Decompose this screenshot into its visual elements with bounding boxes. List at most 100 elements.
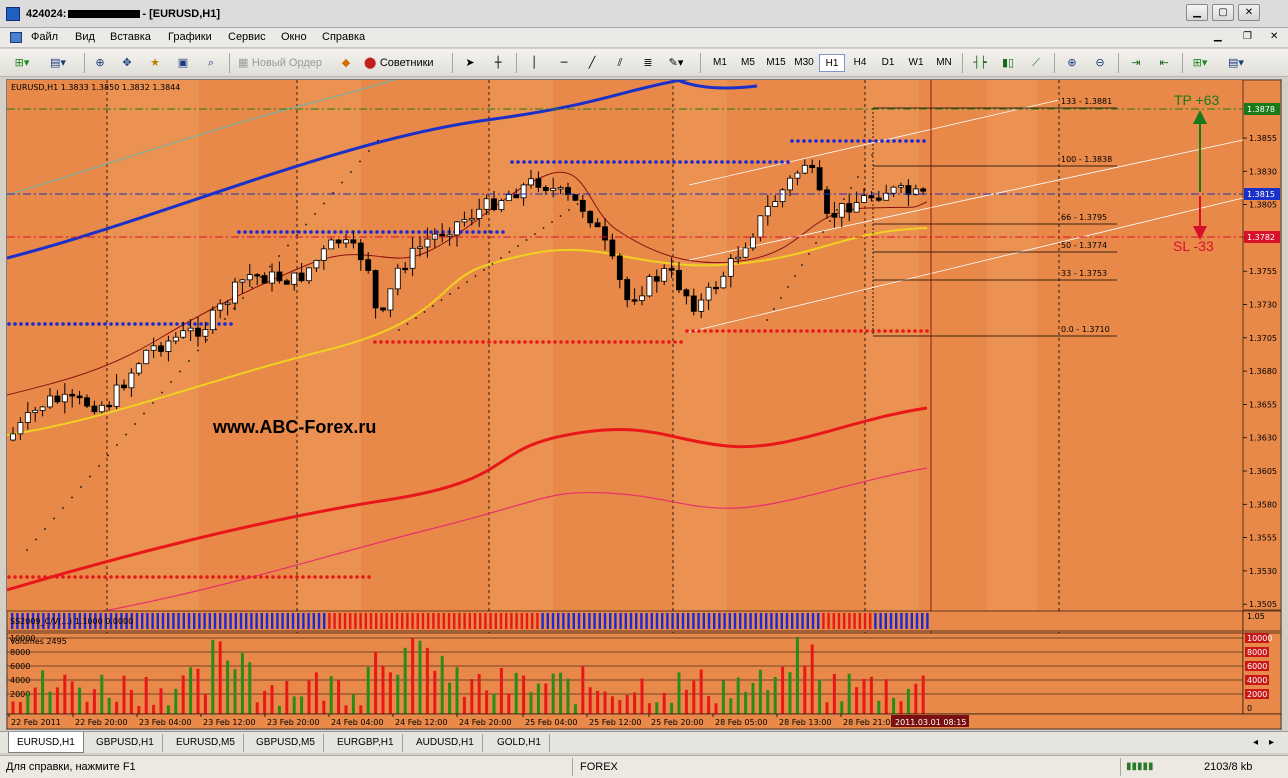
volume-bar <box>366 666 370 714</box>
menu-charts[interactable]: Графики <box>168 31 212 43</box>
support-dots <box>175 575 179 579</box>
line-chart-icon[interactable]: ⟋ <box>1032 56 1040 69</box>
indicator-bar <box>655 613 659 629</box>
tab-audusd-h1[interactable]: AUDUSD,H1 <box>408 734 483 752</box>
resistance-dots <box>750 160 754 164</box>
zoom-in-icon[interactable]: ⊕ <box>1067 56 1077 69</box>
timeframe-m30[interactable]: M30 <box>794 57 814 68</box>
menu-help[interactable]: Справка <box>322 31 366 43</box>
support-dots <box>31 575 35 579</box>
tab-gold-h1[interactable]: GOLD,H1 <box>489 734 550 752</box>
candle-body <box>24 412 31 423</box>
mdi-restore-icon[interactable]: ❐ <box>1243 31 1252 42</box>
timeframe-h4[interactable]: H4 <box>853 57 867 68</box>
chart-window[interactable]: 1.38551.38301.38051.37801.37551.37301.37… <box>6 79 1282 730</box>
chart-window-icon[interactable] <box>10 32 22 43</box>
profiles-icon[interactable]: ▤▾ <box>50 56 66 69</box>
new-chart-icon[interactable]: ⊞▾ <box>14 56 30 69</box>
market-watch-icon[interactable]: ⊕ <box>95 56 105 69</box>
timeframe-w1[interactable]: W1 <box>908 57 924 68</box>
cursor-icon[interactable]: ➤ <box>465 56 475 69</box>
experts-button[interactable]: ⬤ Советники <box>364 53 446 73</box>
mdi-minimize-icon[interactable]: ▁ <box>1214 31 1222 42</box>
candlestick-icon[interactable]: ▮▯ <box>1001 56 1015 69</box>
timeframe-mn[interactable]: MN <box>936 57 952 68</box>
navigator-icon[interactable]: ★ <box>150 56 160 69</box>
timeframe-h1[interactable]: H1 <box>819 54 845 72</box>
candle-body <box>801 164 808 174</box>
menu-insert[interactable]: Вставка <box>110 31 151 43</box>
indicator-bar <box>203 613 206 629</box>
support-dots <box>859 329 863 333</box>
tabs-scroll-right-icon[interactable]: ▸ <box>1269 737 1275 748</box>
indicators-icon[interactable]: ⊞▾ <box>1192 56 1208 69</box>
periodicity-icon[interactable]: ▤▾ <box>1228 56 1244 69</box>
shapes-icon[interactable]: ✎▾ <box>668 56 684 69</box>
tab-eurgbp-h1[interactable]: EURGBP,H1 <box>329 734 403 752</box>
volume-bar <box>566 678 570 714</box>
tab-eurusd-m5[interactable]: EURUSD,M5 <box>168 734 244 752</box>
time-tick-label: 25 Feb 04:00 <box>525 718 577 727</box>
close-button[interactable]: ✕ <box>1238 4 1260 21</box>
maximize-button[interactable]: ▢ <box>1212 4 1234 21</box>
auto-scroll-icon[interactable]: ⇥ <box>1131 56 1141 69</box>
indicator-bar <box>442 613 445 629</box>
terminal-icon[interactable]: ▣ <box>177 56 189 69</box>
volume-tick-label: 2000 <box>10 690 30 699</box>
mdi-close-icon[interactable]: ✕ <box>1270 31 1279 42</box>
new-order-button[interactable]: ▦ Новый Ордер <box>238 53 330 73</box>
support-dots <box>397 340 401 344</box>
resistance-dots <box>600 160 604 164</box>
minimize-button[interactable]: ▁ <box>1186 4 1208 21</box>
sar-dot <box>406 323 409 325</box>
strategy-tester-icon[interactable]: ⌕ <box>207 56 215 69</box>
metaeditor-icon[interactable]: ◆ <box>341 56 351 69</box>
tab-gbpusd-m5[interactable]: GBPUSD,M5 <box>248 734 324 752</box>
horizontal-line-icon[interactable]: ─ <box>560 56 568 69</box>
indicator-bar <box>193 613 196 629</box>
indicator-bar <box>473 613 477 629</box>
indicator-bar <box>416 613 419 629</box>
volume-bar <box>662 692 666 714</box>
timeframe-m5[interactable]: M5 <box>741 57 755 68</box>
zoom-out-icon[interactable]: ⊖ <box>1095 56 1105 69</box>
chart-shift-icon[interactable]: ⇤ <box>1159 56 1169 69</box>
timeframe-m1[interactable]: M1 <box>713 57 727 68</box>
resistance-dots <box>898 139 902 143</box>
support-dots <box>631 340 635 344</box>
indicator-bar <box>265 613 269 629</box>
support-dots <box>913 329 917 333</box>
volume-bar <box>248 662 252 714</box>
channel-mid-line <box>688 139 1244 261</box>
timeframe-d1[interactable]: D1 <box>881 57 895 68</box>
vertical-line-icon[interactable]: │ <box>530 56 538 69</box>
sar-dot <box>44 528 46 530</box>
timeframe-m15[interactable]: M15 <box>766 57 786 68</box>
menu-window[interactable]: Окно <box>281 31 307 43</box>
tabs-scroll-left-icon[interactable]: ◂ <box>1253 737 1259 748</box>
menu-view[interactable]: Вид <box>75 31 95 43</box>
minimize-icon: ▁ <box>1193 7 1201 18</box>
candle-body <box>572 194 579 201</box>
resistance-dots <box>522 160 526 164</box>
fibonacci-icon[interactable]: ≣ <box>643 56 653 69</box>
chart-canvas[interactable]: 1.38551.38301.38051.37801.37551.37301.37… <box>7 80 1281 729</box>
indicator-bar <box>31 613 35 629</box>
tab-gbpusd-h1[interactable]: GBPUSD,H1 <box>88 734 163 752</box>
resistance-dots <box>381 230 385 234</box>
menu-file[interactable]: Файл <box>31 31 59 43</box>
tab-eurusd-h1[interactable]: EURUSD,H1 <box>8 732 84 753</box>
trendline-icon[interactable]: ╱ <box>588 56 596 69</box>
candle-body <box>579 199 586 212</box>
channel-icon[interactable]: ⫽ <box>617 56 623 69</box>
candle-body <box>831 213 838 218</box>
volume-bar <box>129 690 133 714</box>
crosshair-icon[interactable]: ┼ <box>494 56 502 69</box>
support-dots <box>55 575 59 579</box>
volume-bar <box>529 692 533 714</box>
data-window-icon[interactable]: ✥ <box>122 56 132 69</box>
indicator-bar <box>172 613 175 629</box>
resistance-dots <box>243 230 247 234</box>
menu-tools[interactable]: Сервис <box>228 31 266 43</box>
bar-chart-icon[interactable]: ┤┝ <box>973 56 987 69</box>
